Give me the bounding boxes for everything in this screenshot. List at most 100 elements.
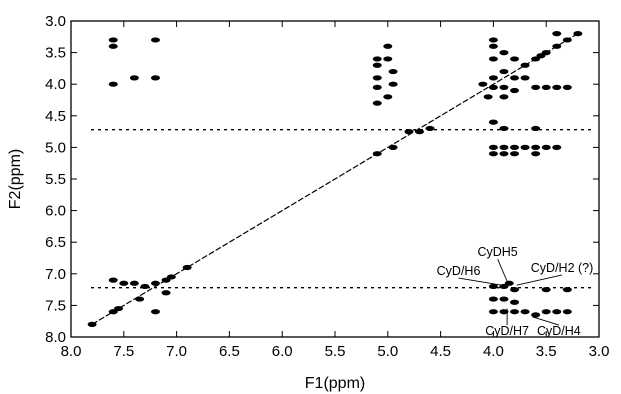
cross-peak (388, 68, 398, 75)
x-axis-title: F1(ppm) (305, 375, 365, 392)
cross-peak (372, 100, 382, 106)
cross-peak (552, 31, 562, 37)
cross-peak (140, 283, 150, 290)
x-tick-label: 4.0 (483, 343, 504, 360)
cross-peak (499, 68, 509, 75)
cross-peak (414, 129, 424, 135)
cross-peak (541, 287, 551, 293)
x-tick-label: 3.5 (536, 343, 557, 360)
annotation-label: CyD/H2 (?) (531, 261, 594, 275)
cross-peak (510, 309, 520, 315)
x-tick-label: 5.0 (377, 343, 398, 360)
cross-peak (404, 129, 414, 135)
cross-peak (552, 84, 562, 90)
cross-peak (488, 56, 498, 62)
cross-peak (488, 296, 498, 302)
cross-peak (108, 43, 118, 49)
cross-peak (182, 264, 192, 271)
cross-peak (510, 299, 520, 305)
annotation-leader (516, 274, 563, 286)
y-tick-label: 5.5 (45, 171, 66, 188)
cross-peak (510, 287, 520, 293)
cross-peak (499, 309, 509, 315)
cross-peak (562, 287, 572, 293)
x-tick-label: 6.0 (272, 343, 293, 360)
y-tick-label: 4.5 (45, 108, 66, 125)
cross-peak (372, 62, 382, 68)
cross-peak (562, 309, 572, 315)
cross-peak (499, 144, 509, 150)
cross-peak (510, 56, 520, 62)
cross-peak (383, 43, 393, 49)
cross-peak (425, 125, 435, 132)
y-tick-label: 6.5 (45, 234, 66, 251)
annotation-leader (532, 316, 560, 326)
cross-peak (510, 87, 520, 94)
cross-peak (562, 37, 572, 43)
cross-peak (488, 151, 498, 157)
cross-peak (510, 151, 520, 157)
cross-peak (531, 151, 541, 157)
y-tick-label: 4.0 (45, 76, 66, 93)
cross-peak (499, 151, 509, 157)
x-tick-label: 7.5 (113, 343, 134, 360)
cross-peak (114, 305, 124, 312)
y-tick-label: 3.0 (45, 13, 66, 30)
x-tick-label: 7.0 (166, 343, 187, 360)
cross-peak (541, 144, 551, 150)
annotation-label: CyD/H7 (485, 324, 529, 338)
cross-peak (520, 144, 530, 150)
cross-peak (488, 144, 498, 150)
cross-peak (372, 75, 382, 81)
cross-peak (499, 125, 509, 132)
cross-peak (372, 84, 382, 90)
cross-peak (488, 84, 498, 90)
horizontal-ridges (91, 129, 595, 289)
x-tick-label: 4.5 (430, 343, 451, 360)
cross-peak (499, 50, 509, 56)
cross-peak (488, 283, 498, 290)
y-tick-label: 8.0 (45, 329, 66, 346)
cross-peak (488, 43, 498, 49)
cross-peak (372, 56, 382, 62)
cross-peak (108, 37, 118, 43)
cross-peak (541, 309, 551, 315)
cross-peak (119, 280, 129, 286)
cross-peak (150, 280, 160, 286)
cross-peak (488, 119, 498, 125)
cross-peak (562, 84, 572, 90)
cross-peak (573, 31, 583, 37)
cross-peak (483, 94, 493, 100)
x-tick-label: 3.0 (589, 343, 610, 360)
cross-peak (499, 84, 509, 90)
cross-peak (150, 37, 160, 43)
cross-peak (135, 296, 145, 302)
cross-peak (166, 274, 176, 280)
cross-peak (499, 296, 509, 302)
annotation-leader (458, 277, 502, 286)
cross-peak (150, 75, 160, 81)
y-tick-label: 6.0 (45, 203, 66, 220)
cross-peak (383, 94, 393, 100)
y-axis-title: F2(ppm) (7, 149, 24, 209)
y-tick-label: 7.5 (45, 297, 66, 314)
cross-peak (87, 321, 97, 327)
cross-peak (504, 280, 514, 286)
cross-peak (488, 75, 498, 81)
annotations: CyDH5 CyD/H6 CyD/H2 (?) CyD/H7 CyD/H4 (437, 245, 594, 338)
cross-peak (552, 309, 562, 315)
cross-peak (510, 75, 520, 81)
cross-peak (520, 309, 530, 315)
cross-peak (552, 144, 562, 150)
cross-peak (520, 75, 530, 81)
cross-peak (383, 56, 393, 62)
diagonal-line (91, 33, 579, 325)
cross-peak (129, 280, 139, 286)
x-tick-label: 8.0 (61, 343, 82, 360)
cross-peak (552, 43, 562, 49)
x-tick-label: 5.5 (325, 343, 346, 360)
cross-peak (108, 81, 118, 87)
cross-peak (531, 84, 541, 90)
cross-peak (520, 62, 530, 68)
cross-peak (478, 81, 488, 87)
